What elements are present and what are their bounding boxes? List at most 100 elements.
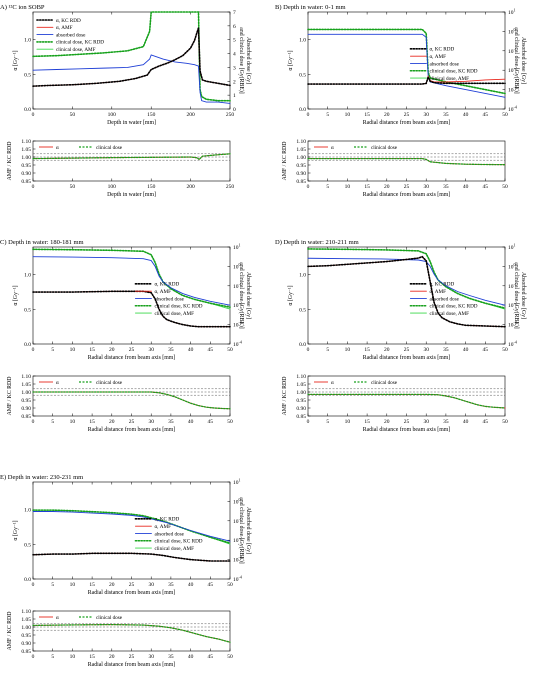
ratio-line-clin_kc xyxy=(307,393,506,409)
ratio-y-tick-label: 1.00 xyxy=(296,155,306,161)
y-tick-label: 0.5 xyxy=(24,542,31,548)
x-tick-label: 40 xyxy=(463,347,469,353)
ratio-y-tick-label: 0.95 xyxy=(21,398,31,404)
ratio-y-tick-label: 1.10 xyxy=(21,139,31,145)
legend-label-clin_kc: clinical dose, KC RDD xyxy=(154,539,202,545)
ratio-y-tick-label: 0.90 xyxy=(21,406,31,412)
tick-exponent: -3 xyxy=(239,320,242,325)
ratio-y-axis-label: AMF / KC RDD xyxy=(7,142,13,181)
ratio-y-tick-label: 0.85 xyxy=(296,179,306,185)
y-tick-label-right: 100 xyxy=(508,27,516,36)
tick-exponent: -2 xyxy=(239,301,242,306)
x-tick-label: 30 xyxy=(148,347,154,353)
x-tick-label: 5 xyxy=(326,347,329,353)
y-tick-label-right: 10-3 xyxy=(508,85,517,94)
x-axis-label: Radial distance from beam axis [mm] xyxy=(88,354,175,361)
ratio-x-tick-label: 20 xyxy=(384,419,390,425)
x-tick-label: 40 xyxy=(188,582,194,588)
x-tick-label: 35 xyxy=(168,347,174,353)
ratio-x-tick-label: 25 xyxy=(404,184,410,190)
y-tick-label: 1.0 xyxy=(24,273,31,279)
ratio-x-tick-label: 10 xyxy=(345,419,351,425)
series-line-alpha_kc xyxy=(32,552,231,562)
tick-exponent: -3 xyxy=(514,85,517,90)
legend-label-clin_kc: clinical dose, KC RDD xyxy=(56,40,104,46)
series-line-clin_kc xyxy=(32,11,231,102)
tick-exponent: -4 xyxy=(514,340,517,345)
legend-label-clin_amf: clinical dose, AMF xyxy=(56,47,96,53)
y-axis-label-right: Absorbed dose [Gy] xyxy=(245,507,251,554)
tick-exponent: -2 xyxy=(514,66,517,71)
ratio-x-tick-label: 30 xyxy=(423,184,429,190)
x-axis-label: Depth in water [mm] xyxy=(107,120,156,126)
ratio-y-tick-label: 1.00 xyxy=(296,390,306,396)
ratio-legend-label-clinical: clinical dose xyxy=(371,380,398,386)
x-tick-label: 25 xyxy=(404,347,410,353)
y-axis-label-left: α [Gy⁻¹] xyxy=(288,50,294,70)
legend-label-clin_amf: clinical dose, AMF xyxy=(154,311,194,317)
y-tick-label: 0.5 xyxy=(299,307,306,313)
y-tick-label-right: 10-1 xyxy=(233,281,242,290)
ratio-y-tick-label: 1.10 xyxy=(21,374,31,380)
x-tick-label: 30 xyxy=(423,112,429,118)
legend-label-alpha_amf: α, AMF xyxy=(429,289,446,295)
ratio-x-tick-label: 35 xyxy=(168,419,174,425)
legend-label-alpha_amf: α, AMF xyxy=(154,289,171,295)
legend-label-clin_amf: clinical dose, AMF xyxy=(429,76,469,82)
y-tick-label-right: 10-4 xyxy=(233,340,242,349)
x-tick-label: 35 xyxy=(443,112,449,118)
ratio-x-tick-label: 20 xyxy=(109,654,115,660)
ratio-legend-label-clinical: clinical dose xyxy=(371,145,398,151)
ratio-x-axis-label: Radial distance from beam axis [mm] xyxy=(88,426,175,433)
ratio-y-tick-label: 1.00 xyxy=(21,155,31,161)
ratio-y-tick-label: 1.10 xyxy=(296,139,306,145)
tick-exponent: 0 xyxy=(239,262,241,267)
x-tick-label: 45 xyxy=(208,582,214,588)
ratio-x-tick-label: 10 xyxy=(70,654,76,660)
panel-title: A) ¹²C ion SOBP xyxy=(0,4,45,11)
x-tick-label: 50 xyxy=(227,582,233,588)
y-tick-label-right: 10-2 xyxy=(508,301,517,310)
x-tick-label: 30 xyxy=(423,347,429,353)
ratio-y-tick-label: 0.85 xyxy=(296,414,306,420)
ratio-x-tick-label: 20 xyxy=(384,184,390,190)
y-tick-label: 0.5 xyxy=(24,307,31,313)
legend-label-alpha_amf: α, AMF xyxy=(154,524,171,530)
y-tick-label-right: 10-1 xyxy=(508,46,517,55)
ratio-line-alpha_amf xyxy=(307,393,506,409)
ratio-x-tick-label: 0 xyxy=(307,419,310,425)
x-tick-label: 150 xyxy=(147,112,156,118)
ratio-y-tick-label: 0.95 xyxy=(296,398,306,404)
ratio-y-tick-label: 0.85 xyxy=(21,179,31,185)
x-tick-label: 45 xyxy=(483,112,489,118)
y-tick-label-right: 10-2 xyxy=(233,301,242,310)
y-axis-label-right-line2: and clinical dose [Gy(RBE)] xyxy=(238,497,245,564)
x-tick-label: 20 xyxy=(384,347,390,353)
y-tick-label: 0.0 xyxy=(24,107,31,113)
panel-D: D) Depth in water: 210-211 mm0 5 10 15 20 25 3… xyxy=(275,239,526,433)
y-axis-label-left: α [Gy⁻¹] xyxy=(13,50,19,70)
y-tick-label-right: 100 xyxy=(233,262,241,271)
x-tick-label: 0 xyxy=(32,112,35,118)
y-tick-label: 1.0 xyxy=(299,38,306,44)
y-tick-label-right: 100 xyxy=(508,262,516,271)
series-line-alpha_kc xyxy=(32,27,231,87)
x-tick-label: 35 xyxy=(168,582,174,588)
ratio-x-tick-label: 5 xyxy=(326,184,329,190)
y-tick-label: 1.0 xyxy=(299,273,306,279)
series-line-absorbed xyxy=(32,256,231,306)
panel-title: E) Depth in water: 230-231 mm xyxy=(0,474,83,481)
ratio-x-tick-label: 0 xyxy=(32,419,35,425)
x-tick-label: 50 xyxy=(502,112,508,118)
tick-exponent: 1 xyxy=(514,243,516,248)
ratio-axes-frame xyxy=(32,375,231,417)
y-tick-label: 0.5 xyxy=(299,72,306,78)
y-tick-label-right: 10-2 xyxy=(233,536,242,545)
y-tick-label: 1.0 xyxy=(24,508,31,514)
ratio-x-tick-label: 50 xyxy=(70,184,76,190)
x-tick-label: 50 xyxy=(70,112,76,118)
y-tick-label-right: 10-4 xyxy=(233,575,242,584)
ratio-x-tick-label: 25 xyxy=(129,419,135,425)
ratio-y-tick-label: 1.00 xyxy=(21,390,31,396)
y-axis-label-right-line2: and clinical dose [Gy(RBE)] xyxy=(513,27,520,94)
